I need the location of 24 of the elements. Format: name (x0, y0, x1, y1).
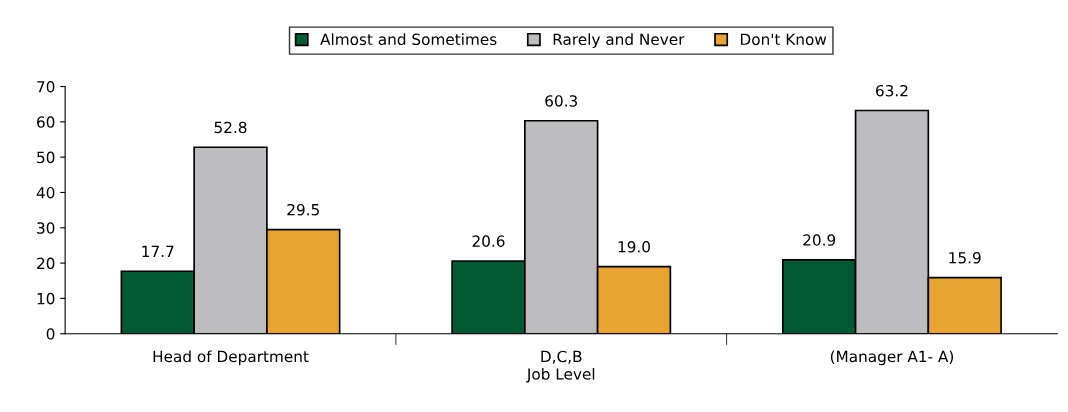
legend-label: Don't Know (740, 33, 827, 46)
y-tick-label: 60 (37, 116, 55, 128)
data-label: 60.3 (545, 95, 578, 107)
legend-label: Almost and Sometimes (320, 33, 497, 46)
legend-label: Rarely and Never (553, 33, 685, 49)
x-tick-label: (Manager A1- A) (830, 350, 954, 366)
y-tick-label: 40 (36, 186, 55, 199)
data-label: 20.6 (472, 235, 505, 247)
data-label: 63.2 (876, 84, 908, 97)
data-label: 17.7 (142, 245, 174, 257)
y-tick-label: 20 (37, 257, 55, 270)
y-tick-label: 10 (37, 292, 55, 305)
data-label: 15.9 (949, 251, 981, 264)
x-axis-title: Job Level (526, 367, 595, 383)
x-tick-label: Head of Department (153, 350, 309, 366)
y-tick-label: 0 (46, 328, 55, 340)
data-label: 29.5 (287, 203, 319, 216)
y-tick-label: 70 (37, 80, 55, 93)
data-label: 20.9 (803, 234, 836, 246)
y-tick-label: 50 (37, 151, 55, 164)
data-label: 52.8 (214, 121, 247, 134)
y-tick-label: 30 (37, 222, 55, 234)
data-label: 19.0 (618, 241, 650, 253)
x-tick-label: D,C,B (541, 350, 582, 364)
